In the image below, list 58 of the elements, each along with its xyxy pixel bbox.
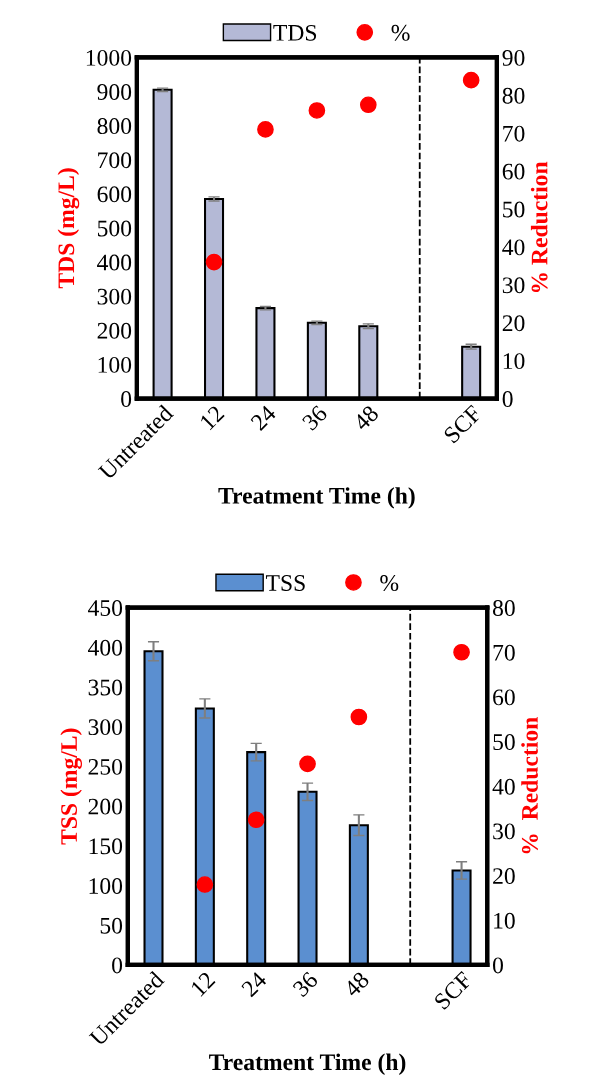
x-tick-label: 36 — [292, 970, 319, 998]
x-tick-label: 48 — [342, 970, 370, 998]
y2-tick-label: 30 — [493, 823, 515, 840]
y2-tick-label: 10 — [503, 353, 525, 370]
legend-label: TSS — [265, 575, 305, 591]
y2-tick-label: 30 — [502, 277, 525, 294]
y-tick-label: 50 — [100, 917, 123, 934]
x-tick-label: 24 — [240, 970, 268, 998]
x-axis-title: Treatment Time (h) — [218, 487, 415, 509]
y2-tick-label: 20 — [502, 315, 525, 332]
y-tick-label: 500 — [97, 220, 132, 237]
x-tick-label: 48 — [352, 404, 380, 432]
y-axis-title: TSS (mg/L) — [60, 728, 82, 845]
y-tick-label: 200 — [88, 798, 123, 815]
y2-tick-label: 50 — [493, 734, 515, 751]
y2-tick-label: 20 — [493, 868, 515, 885]
x-tick-label: 36 — [301, 404, 329, 432]
y2-tick-label: 40 — [502, 239, 525, 256]
y2-axis-title: % Reduction — [530, 161, 548, 293]
y-tick-label: 150 — [89, 838, 123, 855]
y-tick-label: 400 — [97, 254, 132, 271]
y-tick-label: 450 — [88, 600, 123, 616]
y2-tick-label: 40 — [492, 778, 515, 795]
y-tick-label: 100 — [89, 878, 123, 894]
y-tick-label: 800 — [97, 118, 132, 135]
legend-label: % — [391, 24, 410, 41]
legend-label: TDS — [273, 24, 317, 41]
y-axis-title: TDS (mg/L) — [57, 168, 80, 289]
y-tick-label: 350 — [88, 679, 123, 696]
y-tick-label: 600 — [97, 186, 132, 203]
y-tick-label: 300 — [88, 719, 123, 736]
y-tick-label: 100 — [98, 356, 132, 373]
y2-tick-label: 0 — [502, 391, 513, 407]
y2-tick-label: 90 — [502, 49, 525, 66]
x-axis-title: Treatment Time (h) — [209, 1053, 406, 1075]
y2-tick-label: 80 — [492, 600, 515, 616]
y2-tick-label: 0 — [492, 957, 503, 974]
y2-tick-label: 60 — [502, 163, 525, 180]
y2-axis-title: % Reduction — [521, 717, 538, 854]
y-tick-label: 300 — [97, 288, 132, 305]
y-tick-label: 900 — [97, 84, 132, 100]
y-tick-label: 200 — [97, 322, 132, 339]
y2-tick-label: 70 — [503, 125, 525, 142]
y-tick-label: 250 — [88, 758, 123, 775]
x-tick-label: 12 — [190, 971, 216, 997]
y2-tick-label: 60 — [493, 689, 515, 706]
x-tick-label: 24 — [250, 404, 277, 431]
y-tick-label: 700 — [98, 152, 132, 169]
x-tick-label: SCF — [443, 404, 483, 444]
y2-tick-label: 80 — [502, 87, 525, 104]
y2-tick-label: 10 — [494, 912, 515, 929]
y2-tick-label: 50 — [503, 201, 525, 218]
legend-label: % — [380, 575, 399, 592]
x-tick-label: 12 — [199, 404, 225, 431]
y2-tick-label: 70 — [493, 644, 515, 661]
y-tick-label: 400 — [88, 639, 123, 656]
y-tick-label: 1000 — [86, 49, 132, 66]
x-tick-label: SCF — [433, 970, 473, 1011]
